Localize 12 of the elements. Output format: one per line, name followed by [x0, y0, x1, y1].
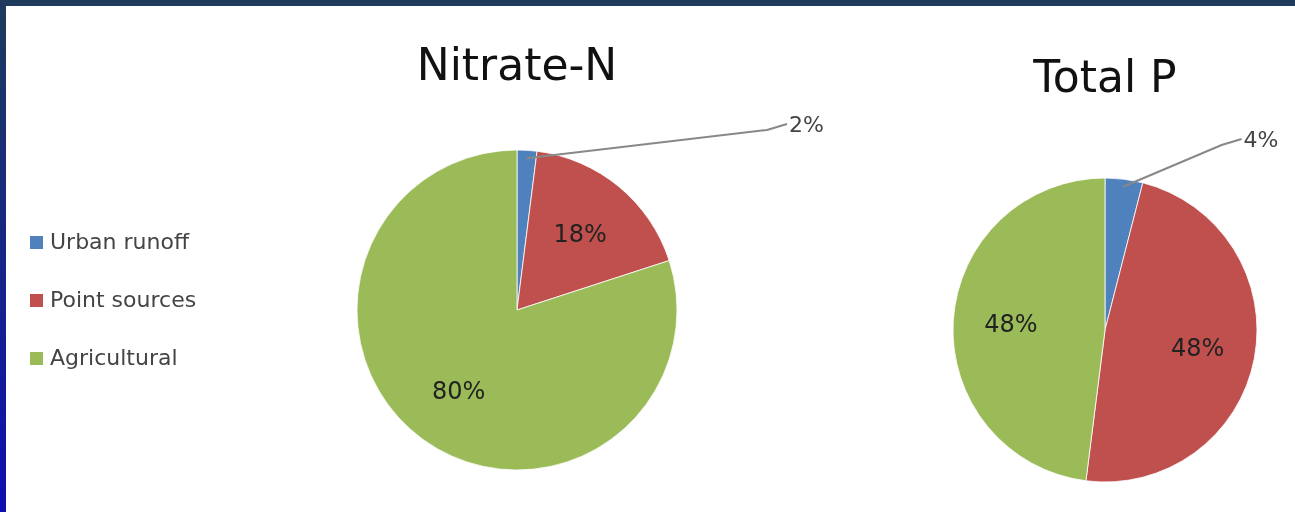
data-label: 2% — [789, 112, 824, 137]
legend-label: Urban runoff — [50, 229, 190, 254]
data-label: 18% — [553, 219, 607, 248]
pie-slice — [356, 149, 678, 471]
data-label: 48% — [1170, 334, 1225, 363]
legend-label: Agricultural — [50, 345, 178, 370]
chart-title: Total P — [1032, 51, 1177, 102]
data-label: 4% — [1243, 127, 1279, 152]
data-label: 48% — [984, 310, 1038, 339]
legend-label: Point sources — [50, 287, 197, 312]
chart-title: Nitrate-N — [416, 39, 618, 90]
data-label: 80% — [432, 376, 486, 405]
